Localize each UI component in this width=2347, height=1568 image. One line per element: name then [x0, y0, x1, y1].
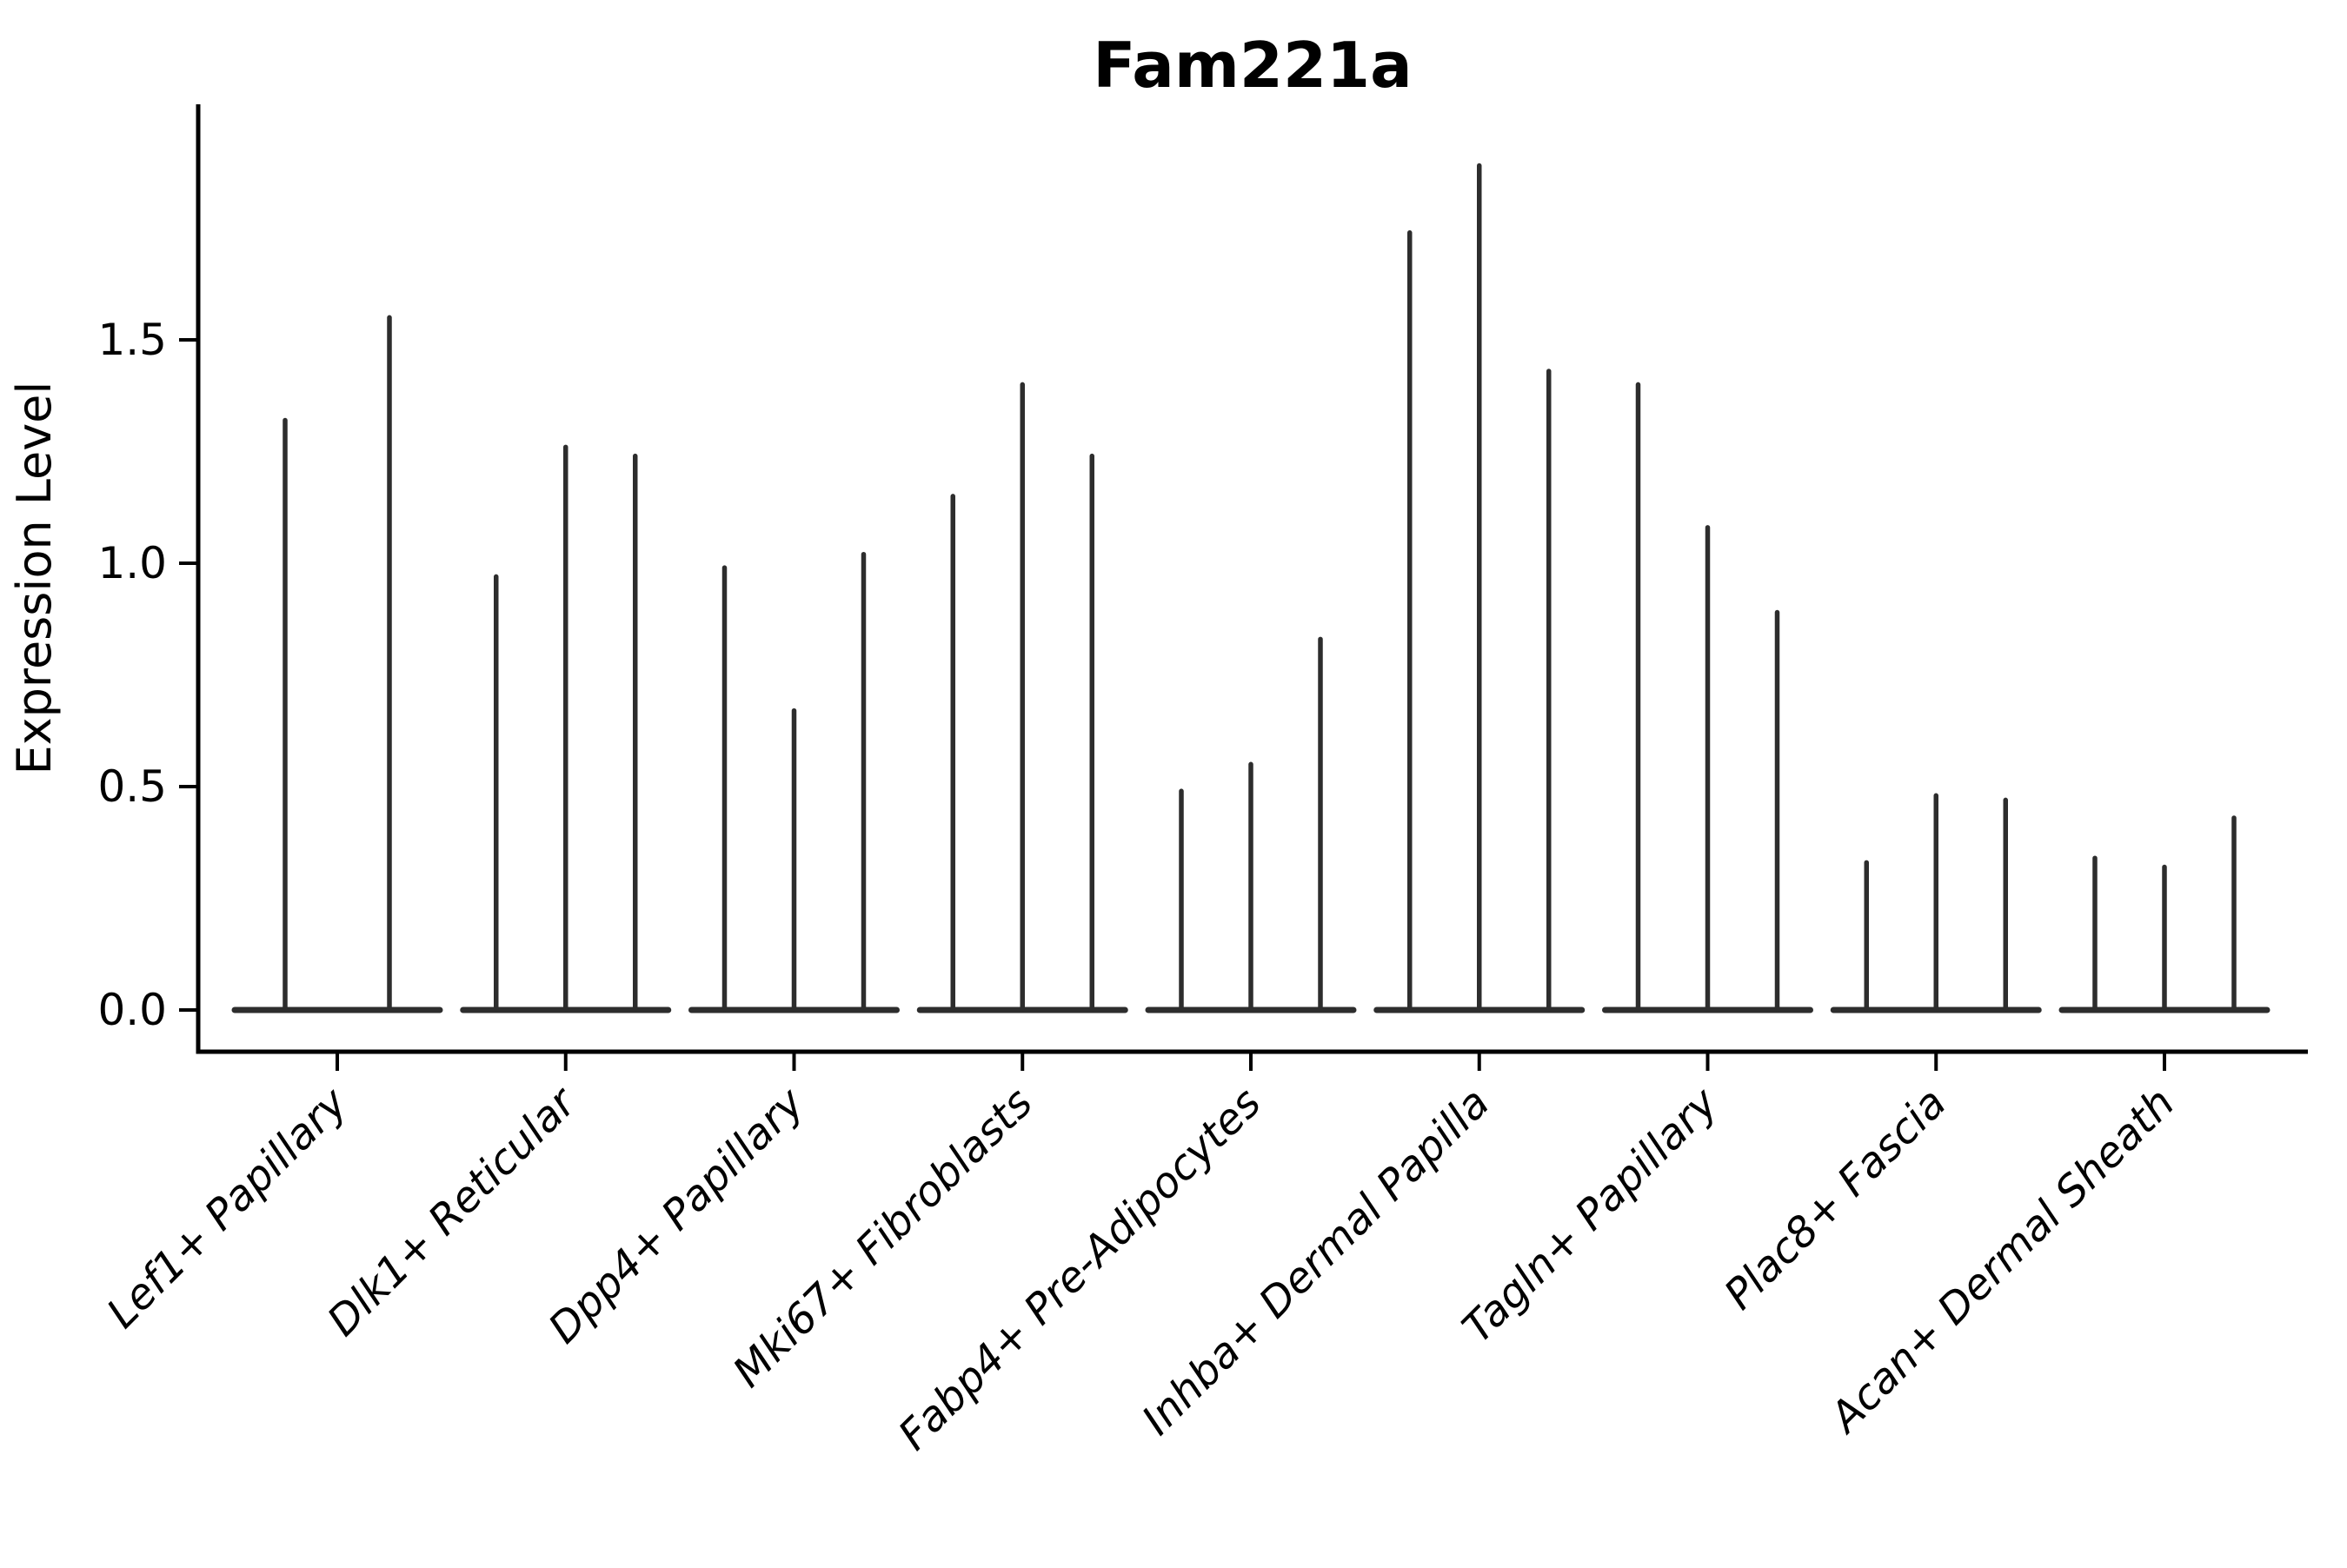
- y-tick-label: 1.0: [97, 538, 167, 588]
- x-tick-label: Lef1+ Papillary: [97, 1078, 357, 1338]
- y-tick-label: 0.5: [97, 761, 167, 812]
- y-axis-label: Expression Level: [7, 382, 62, 775]
- y-tick-label: 0.0: [97, 985, 167, 1035]
- violin-group: [231, 315, 443, 1013]
- violin-group: [916, 382, 1128, 1013]
- chart-title: Fam221a: [1093, 29, 1412, 102]
- x-tick-label: Fabp4+ Pre-Adipocytes: [889, 1079, 1271, 1460]
- y-axis-ticks: 0.0 0.5 1.0 1.5: [97, 315, 198, 1035]
- violin-group: [1145, 636, 1357, 1013]
- violin-group: [460, 444, 672, 1013]
- x-tick-label: Plac8+ Fascia: [1715, 1079, 1956, 1319]
- x-tick-label: Dpp4+ Papillary: [539, 1078, 814, 1352]
- violin-group: [688, 551, 900, 1013]
- violin-group: [2058, 815, 2271, 1013]
- violin-group: [1602, 382, 1813, 1013]
- x-tick-label: Tagln+ Papillary: [1453, 1078, 1728, 1352]
- violin-group: [1830, 793, 2042, 1013]
- x-tick-label: Dlk1+ Reticular: [318, 1077, 588, 1346]
- violins-layer: [231, 163, 2271, 1013]
- violin-group: [1373, 163, 1586, 1013]
- y-tick-label: 1.5: [97, 315, 167, 365]
